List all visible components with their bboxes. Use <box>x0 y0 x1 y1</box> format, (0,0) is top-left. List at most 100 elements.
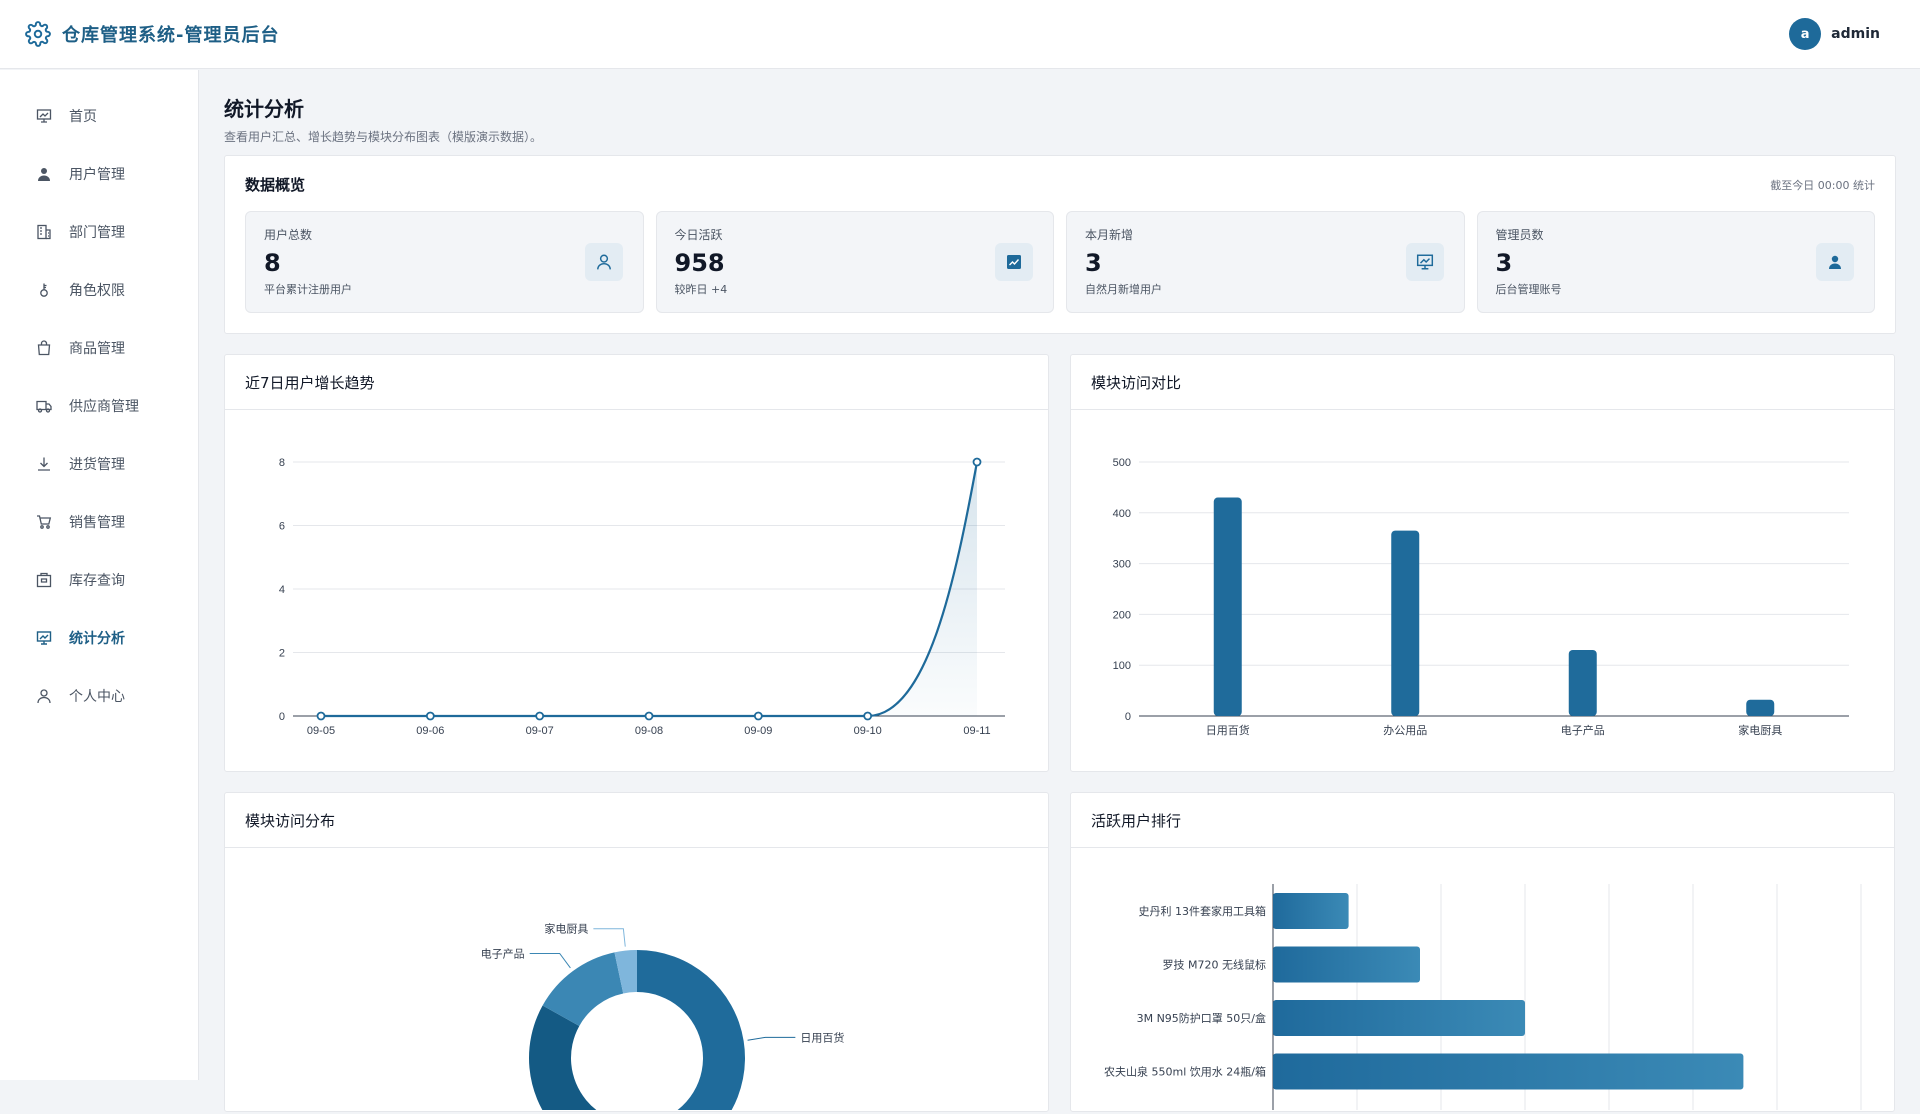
panel-title: 模块访问分布 <box>245 811 336 830</box>
presentation-icon <box>35 107 53 125</box>
x-tick-label: 家电厨具 <box>1738 723 1782 737</box>
y-tick-label: 300 <box>1113 559 1131 571</box>
stat-sub: 平台累计注册用户 <box>264 283 352 296</box>
x-tick-label: 09-10 <box>854 725 882 737</box>
active-rank-panel: 活跃用户排行 史丹利 13件套家用工具箱罗技 M720 无线鼠标 3M N95防护… <box>1070 792 1895 1112</box>
sidebar-item-suppliers[interactable]: 供应商管理 <box>0 377 198 435</box>
x-tick-label: 09-05 <box>307 725 335 737</box>
box-icon <box>35 571 53 589</box>
truck-icon <box>35 397 53 415</box>
user-menu[interactable]: a admin <box>1789 18 1880 50</box>
line-area <box>321 462 977 716</box>
y-tick-label: 500 <box>1113 457 1131 469</box>
stat-label: 今日活跃 <box>674 228 723 242</box>
stat-value: 8 <box>264 249 281 277</box>
data-point <box>753 711 763 721</box>
y-tick-label: 200 <box>1113 609 1131 621</box>
main-content: 统计分析 查看用户汇总、增长趋势与模块分布图表（模版演示数据）。 数据概览 截至… <box>224 70 1896 1114</box>
y-tick-label: 6 <box>279 521 285 533</box>
data-point <box>535 711 545 721</box>
top-header: 仓库管理系统-管理员后台 a admin <box>0 0 1920 69</box>
sidebar-item-label: 供应商管理 <box>69 399 139 415</box>
data-point <box>425 711 435 721</box>
y-tick-label: 8 <box>279 457 285 469</box>
pie-label: 电子产品 <box>481 946 525 960</box>
growth-line-chart: 0 2 4 6 8 09-05 09-06 09-07 09-08 09-09 09-10 09-11 <box>279 457 1005 737</box>
pie-label-line <box>529 952 571 969</box>
stat-card-total-users: 用户总数 8 平台累计注册用户 <box>245 211 644 313</box>
data-point <box>863 711 873 721</box>
presentation-icon <box>1405 243 1444 281</box>
sidebar-item-departments[interactable]: 部门管理 <box>0 203 198 261</box>
bar <box>1273 1053 1744 1090</box>
sidebar-item-label: 进货管理 <box>69 457 125 473</box>
growth-trend-panel: 近7日用户增长趋势 0 2 4 6 8 09-05 09-06 09-07 09-08 09-09… <box>224 354 1049 772</box>
x-tick-label: 09-11 <box>963 725 990 737</box>
stat-sub: 后台管理账号 <box>1495 283 1562 296</box>
stat-value: 3 <box>1495 249 1513 277</box>
app-title: 仓库管理系统-管理员后台 <box>62 25 280 46</box>
stat-label: 用户总数 <box>264 228 313 242</box>
avatar[interactable]: a <box>1789 18 1822 50</box>
stat-sub: 较昨日 +4 <box>674 283 728 296</box>
stat-card-admin-count: 管理员数 3 后台管理账号 <box>1476 211 1875 313</box>
bar <box>1746 699 1775 716</box>
sidebar-item-sales[interactable]: 销售管理 <box>0 493 198 551</box>
data-point <box>644 711 654 721</box>
user-solid-icon <box>1816 243 1854 281</box>
y-tick-label: 400 <box>1113 508 1131 520</box>
sidebar-item-profile[interactable]: 个人中心 <box>0 667 198 725</box>
y-tick-label: 罗技 M720 无线鼠标 <box>1163 958 1266 972</box>
sidebar-item-roles[interactable]: 角色权限 <box>0 261 198 319</box>
bar <box>1273 946 1420 983</box>
sidebar-item-label: 库存查询 <box>69 573 125 589</box>
x-tick-label: 09-06 <box>416 725 444 737</box>
sidebar-item-purchasing[interactable]: 进货管理 <box>0 435 198 493</box>
y-tick-label: 史丹利 13件套家用工具箱 <box>1139 904 1267 918</box>
y-tick-label: 农夫山泉 550ml 饮用水 24瓶/箱 <box>1104 1065 1266 1079</box>
stat-label: 本月新增 <box>1085 228 1134 242</box>
gear-icon[interactable] <box>24 20 52 48</box>
user-name[interactable]: admin <box>1831 26 1880 42</box>
overview-title: 数据概览 <box>245 176 306 194</box>
building-icon <box>35 223 53 241</box>
overview-card: 数据概览 截至今日 00:00 统计 用户总数 8 平台累计注册用户 今日活跃 … <box>224 155 1896 334</box>
x-tick-label: 办公用品 <box>1383 724 1427 737</box>
sidebar-item-inventory[interactable]: 库存查询 <box>0 551 198 609</box>
panel-title: 模块访问对比 <box>1091 373 1182 392</box>
sidebar-item-products[interactable]: 商品管理 <box>0 319 198 377</box>
bar <box>1568 649 1597 716</box>
page-title: 统计分析 <box>224 97 304 121</box>
data-point <box>316 711 326 721</box>
x-tick-label: 电子产品 <box>1561 723 1605 737</box>
data-point <box>972 457 982 467</box>
pie-label: 日用百货 <box>800 1030 844 1044</box>
y-tick-label: 3M N95防护口罩 50只/盒 <box>1137 1011 1266 1025</box>
cart-icon <box>35 513 53 531</box>
sidebar-item-label: 个人中心 <box>69 689 125 705</box>
y-tick-label: 100 <box>1113 660 1131 672</box>
user-outline-icon <box>584 243 623 281</box>
pie-slice <box>529 1005 603 1114</box>
bar <box>1273 893 1349 929</box>
x-tick-label: 09-07 <box>526 725 554 737</box>
x-tick-label: 09-08 <box>635 725 663 737</box>
stat-label: 管理员数 <box>1495 228 1544 242</box>
sidebar-item-home[interactable]: 首页 <box>0 87 198 145</box>
sidebar-item-label: 角色权限 <box>69 283 125 299</box>
sidebar-item-label: 统计分析 <box>69 631 125 647</box>
trend-chart-icon <box>995 243 1033 281</box>
download-icon <box>35 455 53 473</box>
chart-board-icon <box>35 629 53 647</box>
panel-title: 活跃用户排行 <box>1091 811 1182 830</box>
sidebar-item-label: 首页 <box>69 109 97 125</box>
sidebar-item-users[interactable]: 用户管理 <box>0 145 198 203</box>
user-icon <box>35 165 53 183</box>
sidebar-item-statistics[interactable]: 统计分析 <box>0 609 198 667</box>
module-bar-chart: 0 100 200 300 400 500 日用百货 办公用品 电子产品 家电厨具 <box>1113 457 1849 737</box>
sidebar: 首页 用户管理 部门管理 角色权限 商品管理 供应商管理 进货管理 销售管理 库… <box>0 70 199 1080</box>
pie-label: 家电厨具 <box>544 922 588 936</box>
